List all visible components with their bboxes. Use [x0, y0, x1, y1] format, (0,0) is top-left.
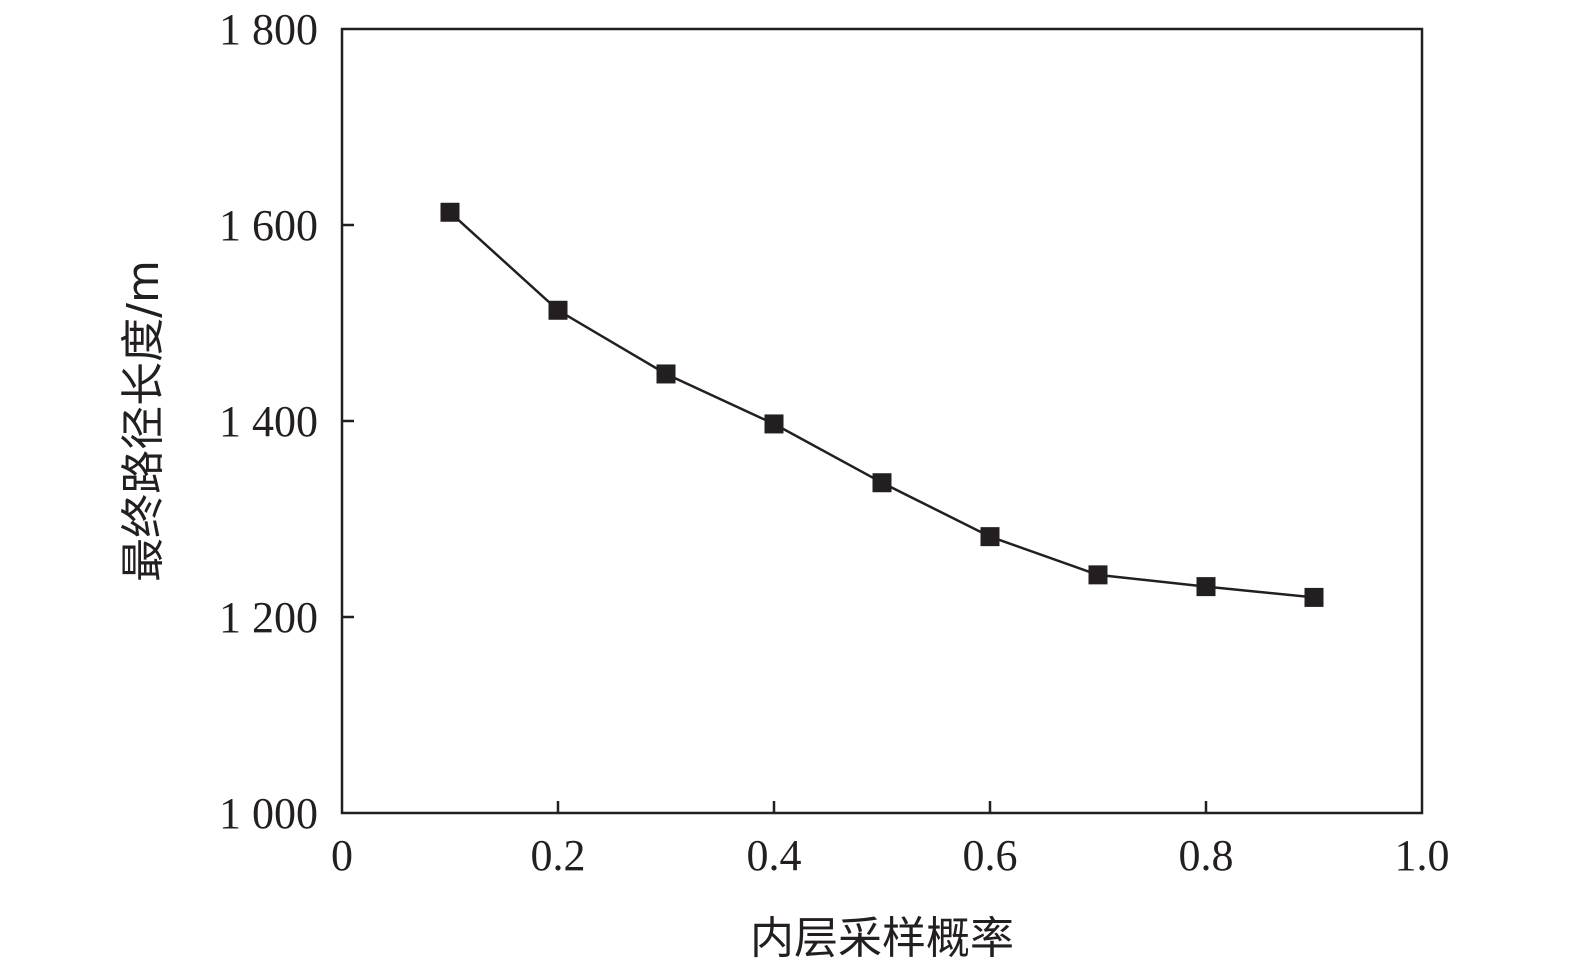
data-point: [1088, 565, 1108, 585]
y-tick-label: 1 800: [219, 5, 318, 54]
x-tick-label: 0.8: [1179, 831, 1234, 880]
x-tick-label: 1.0: [1395, 831, 1450, 880]
x-tick-label: 0.6: [963, 831, 1018, 880]
x-tick-label: 0.2: [531, 831, 586, 880]
plot-frame: [340, 27, 1424, 815]
y-axis: 1 000 1 200 1 400 1 600 1 800: [219, 5, 354, 838]
y-tick-label: 1 600: [219, 201, 318, 250]
y-tick-label: 1 200: [219, 593, 318, 642]
data-point: [440, 202, 460, 222]
y-tick-label: 1 400: [219, 397, 318, 446]
data-point: [1304, 587, 1324, 607]
x-tick-label: 0.4: [747, 831, 802, 880]
y-tick-label: 1 000: [219, 789, 318, 838]
data-point: [548, 300, 568, 320]
y-axis-label: 最终路径长度/m: [118, 260, 169, 582]
series-layer: [440, 202, 1324, 607]
series-line: [449, 211, 1315, 599]
data-point: [656, 364, 676, 384]
data-point: [872, 473, 892, 493]
data-point: [980, 527, 1000, 547]
x-tick-label: 0: [331, 831, 353, 880]
data-point: [764, 414, 784, 434]
data-point: [1196, 577, 1216, 597]
x-axis: 0 0.2 0.4 0.6 0.8 1.0: [331, 801, 1450, 880]
x-axis-label: 内层采样概率: [750, 913, 1014, 964]
